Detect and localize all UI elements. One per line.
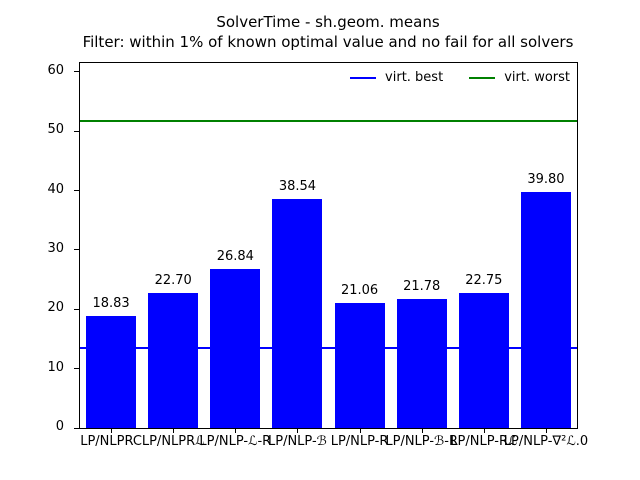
bar-LP/NLPRC — [86, 316, 137, 428]
x-axis-category-label: LP/NLP-R — [330, 434, 389, 449]
bar-value-label: 21.78 — [403, 278, 441, 294]
y-axis-tick-label: 30 — [47, 240, 64, 256]
x-axis-tick — [297, 429, 299, 433]
y-axis-tick-label: 10 — [47, 359, 64, 375]
reference-line-virt--worst — [80, 120, 577, 123]
bar-value-label: 21.06 — [340, 283, 379, 299]
reference-line-virt--best — [80, 346, 577, 349]
x-axis-tick — [421, 429, 423, 433]
x-axis-category-label: LP/NLP-ℒ-R — [199, 434, 272, 449]
x-axis-category-label: LP/NLP-ℬ-R — [385, 434, 458, 449]
bar-value-label: 26.84 — [216, 248, 254, 264]
x-axis-category-label: LP/NLPRℒ — [141, 434, 205, 449]
chart-title-block: SolverTime - sh.geom. means Filter: with… — [79, 12, 577, 52]
legend: virt. best virt. worst — [350, 70, 570, 85]
x-axis-category-label: LP/NLP-ℬ — [267, 434, 327, 449]
y-axis-tick-label: 60 — [47, 62, 64, 78]
y-axis-tick — [74, 308, 79, 310]
y-axis-tick — [74, 130, 79, 132]
x-axis-category-label: LP/NLPRC — [80, 434, 142, 449]
legend-line-virt-best-icon — [350, 76, 377, 79]
bar-LP/NLP-R — [334, 303, 385, 428]
y-axis-tick — [74, 190, 79, 192]
y-axis-tick-label: 0 — [55, 419, 64, 434]
x-axis-tick — [173, 429, 175, 433]
bar-LP/NLP-ℬ-R — [396, 298, 447, 428]
y-axis-tick — [74, 71, 79, 73]
bar-value-label: 22.75 — [465, 272, 503, 288]
x-axis-tick — [235, 429, 237, 433]
y-axis-tick-label: 40 — [47, 181, 64, 197]
bar-LP/NLP-∇²ℒ.0 — [520, 191, 571, 428]
plot-area: virt. best virt. worst 18.83 22.70 26.84 38… — [79, 62, 578, 429]
y-axis-tick-label: 20 — [47, 300, 64, 316]
bar-value-label: 39.80 — [527, 171, 565, 187]
x-axis-tick — [111, 429, 113, 433]
bar-value-label: 38.54 — [278, 179, 317, 195]
bar-LP/NLP-ℬ — [272, 199, 323, 428]
legend-label-virt-best: virt. best — [385, 70, 444, 85]
x-axis-tick — [359, 429, 361, 433]
bar-value-label: 22.70 — [154, 273, 192, 289]
x-axis-category-label: LP/NLP-Rℒ — [450, 434, 518, 449]
legend-label-virt-worst: virt. worst — [504, 70, 570, 85]
chart-subtitle: Filter: within 1% of known optimal value… — [82, 33, 574, 51]
y-axis-tick — [74, 368, 79, 370]
y-axis-tick — [74, 427, 79, 429]
legend-line-virt-worst-icon — [469, 76, 496, 79]
x-axis-tick — [483, 429, 485, 433]
x-axis-tick — [545, 429, 547, 433]
bar-LP/NLPRℒ — [148, 293, 199, 428]
bar-value-label: 18.83 — [92, 296, 130, 312]
chart-title: SolverTime - sh.geom. means — [216, 13, 440, 31]
y-axis-tick — [74, 249, 79, 251]
bar-LP/NLP-Rℒ — [458, 292, 509, 428]
y-axis-tick-label: 50 — [47, 122, 64, 138]
x-axis-category-label: LP/NLP-∇²ℒ.0 — [503, 434, 589, 449]
